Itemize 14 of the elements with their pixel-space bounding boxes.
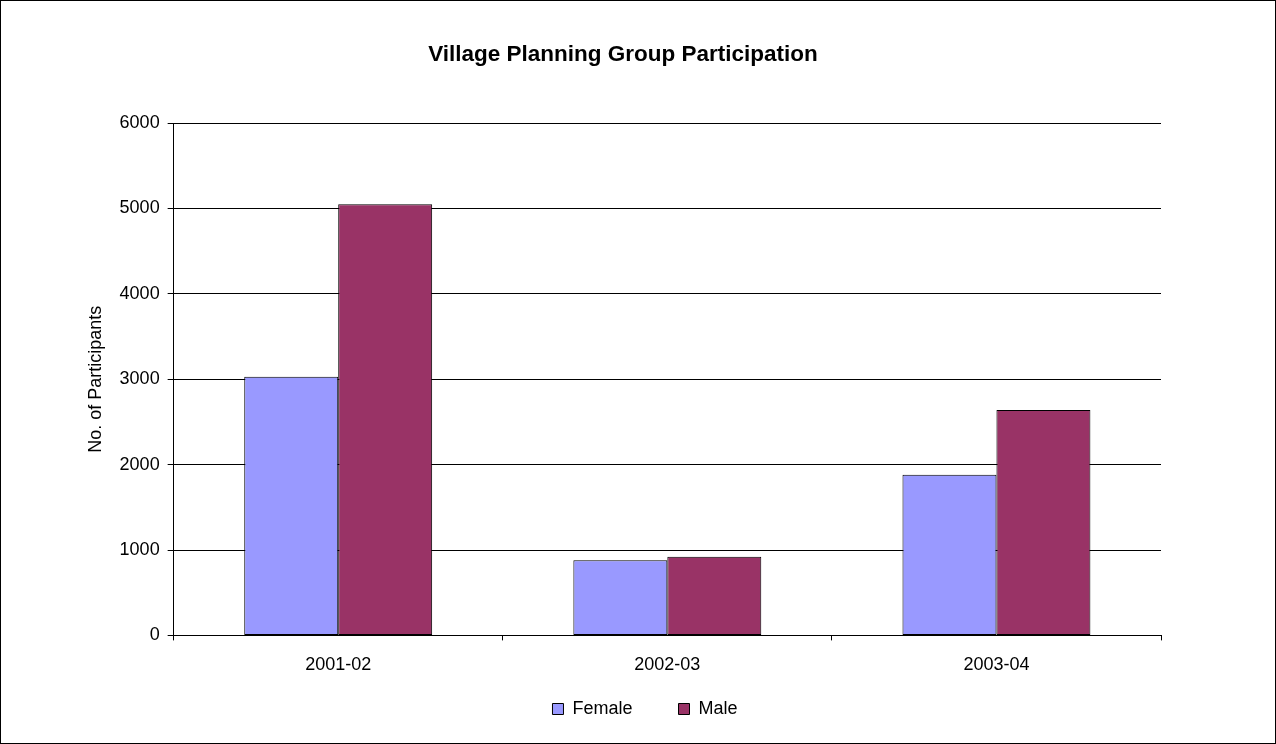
y-tick-label: 2000 — [119, 453, 160, 474]
y-axis-title: No. of Participants — [84, 305, 105, 453]
y-tick-label: 3000 — [119, 368, 160, 389]
y-tick-label: 5000 — [119, 197, 160, 218]
y-tick-label: 4000 — [119, 282, 160, 303]
legend-label: Male — [698, 697, 738, 718]
y-tick-label: 1000 — [119, 538, 160, 559]
x-tick-label: 2003-04 — [963, 654, 1030, 675]
y-tick-label: 6000 — [119, 111, 160, 132]
x-tick-label: 2002-03 — [634, 654, 701, 675]
legend-label: Female — [572, 697, 633, 718]
chart-title: Village Planning Group Participation — [428, 40, 818, 66]
x-tick-label: 2001-02 — [305, 654, 372, 675]
y-tick-label: 0 — [149, 624, 160, 645]
